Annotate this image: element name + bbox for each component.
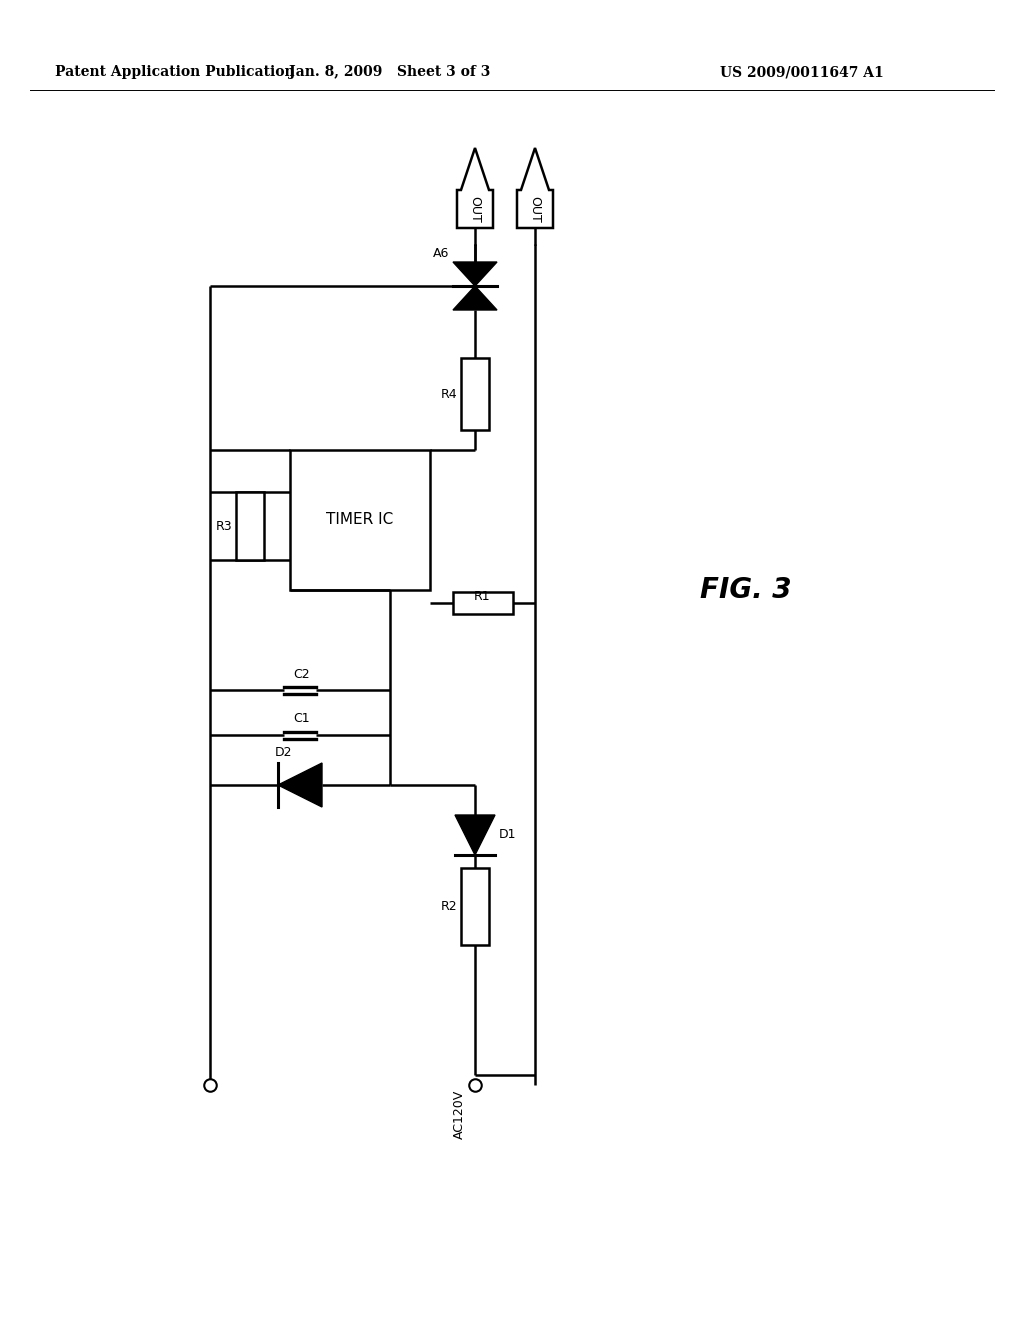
Text: Patent Application Publication: Patent Application Publication xyxy=(55,65,295,79)
Polygon shape xyxy=(278,763,322,807)
Bar xyxy=(236,492,264,560)
Polygon shape xyxy=(517,148,553,228)
Text: A6: A6 xyxy=(432,247,449,260)
Bar xyxy=(461,869,489,945)
Text: OUT: OUT xyxy=(528,195,542,222)
Text: AC120V: AC120V xyxy=(453,1090,466,1139)
Text: D2: D2 xyxy=(274,746,292,759)
Polygon shape xyxy=(457,148,493,228)
Text: R2: R2 xyxy=(440,900,457,913)
Text: TIMER IC: TIMER IC xyxy=(327,512,393,528)
Text: R4: R4 xyxy=(440,388,457,400)
Text: D1: D1 xyxy=(499,829,516,842)
Bar xyxy=(453,591,512,614)
Bar xyxy=(290,450,430,590)
Polygon shape xyxy=(455,814,495,855)
Polygon shape xyxy=(453,286,497,310)
Text: C2: C2 xyxy=(294,668,310,681)
Text: FIG. 3: FIG. 3 xyxy=(700,576,792,605)
Bar xyxy=(461,358,489,430)
Text: Jan. 8, 2009   Sheet 3 of 3: Jan. 8, 2009 Sheet 3 of 3 xyxy=(290,65,490,79)
Text: OUT: OUT xyxy=(469,195,481,222)
Text: R1: R1 xyxy=(474,590,490,603)
Polygon shape xyxy=(453,261,497,286)
Text: US 2009/0011647 A1: US 2009/0011647 A1 xyxy=(720,65,884,79)
Text: C1: C1 xyxy=(294,713,310,726)
Text: R3: R3 xyxy=(215,520,232,532)
